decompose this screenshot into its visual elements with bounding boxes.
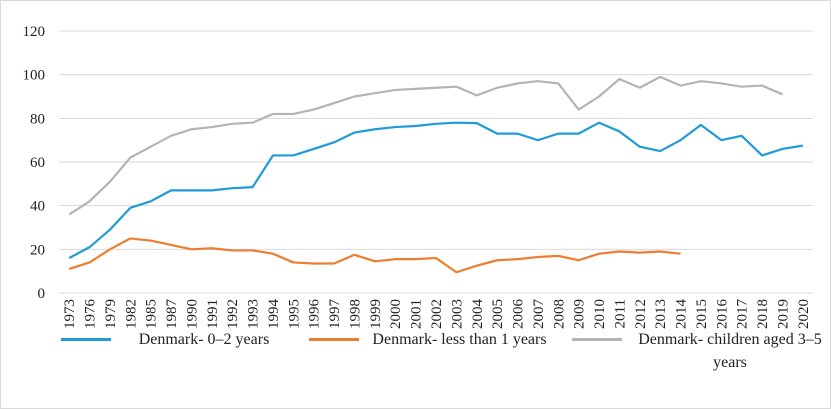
x-tick-label: 1979 [103,299,119,329]
x-tick-label: 2003 [449,299,465,329]
x-tick-label: 2001 [409,299,425,329]
x-tick-label: 2008 [551,299,567,329]
x-tick-label: 1993 [246,299,262,329]
x-tick-label: 2013 [653,299,669,329]
y-tick-label: 100 [23,68,46,84]
y-tick-label: 0 [38,286,46,302]
legend-swatch [309,338,359,341]
x-tick-label: 2010 [592,299,608,329]
y-tick-label: 20 [30,242,45,258]
legend-swatch [61,338,111,341]
x-tick-label: 1992 [225,299,241,329]
x-tick-label: 2015 [694,299,710,329]
x-tick-label: 2017 [735,299,751,330]
series-line [68,75,783,216]
x-tick-label: 2004 [470,299,486,330]
legend-label: Denmark- less than 1 years [372,331,547,348]
x-tick-label: 1976 [83,299,99,330]
x-tick-label: 1982 [123,299,139,329]
x-tick-label: 1991 [205,299,221,329]
x-tick-label: 2009 [572,299,588,329]
x-tick-label: 1987 [164,299,180,330]
x-tick-label: 2005 [490,299,506,329]
legend: Denmark- 0–2 years Denmark- less than 1 y… [61,328,830,374]
x-tick-label: 2020 [796,299,812,329]
y-tick-label: 60 [30,155,45,171]
legend-item: Denmark- less than 1 years [309,328,552,374]
x-tick-label: 1995 [286,299,302,329]
x-tick-label: 1996 [307,299,323,330]
y-tick-label: 40 [30,199,45,215]
x-tick-label: 1990 [184,299,200,329]
x-tick-label: 2014 [674,299,690,330]
x-tick-label: 1997 [327,299,343,330]
x-tick-label: 2012 [633,299,649,329]
x-tick-label: 2000 [388,299,404,329]
legend-swatch [572,338,622,341]
x-tick-label: 2018 [755,299,771,329]
series-line [68,121,803,260]
x-tick-label: 2016 [714,299,730,330]
y-tick-label: 120 [23,24,46,40]
x-tick-label: 1985 [144,299,160,329]
x-tick-label: 2006 [511,299,527,330]
x-tick-label: 2007 [531,299,547,330]
x-tick-label: 1994 [266,299,282,330]
x-tick-label: 1999 [368,299,384,329]
x-tick-label: 2011 [612,299,628,328]
legend-label: Denmark- 0–2 years [138,331,270,348]
legend-label: Denmark- children aged 3–5 years [638,331,822,371]
x-tick-label: 2002 [429,299,445,329]
x-tick-label: 1973 [62,299,78,329]
y-tick-label: 80 [30,111,45,127]
x-tick-label: 1998 [347,299,363,329]
x-tick-label: 2019 [775,299,791,329]
series-line [68,237,681,274]
legend-item: Denmark- 0–2 years [61,328,289,374]
legend-item: Denmark- children aged 3–5 years [572,328,830,374]
